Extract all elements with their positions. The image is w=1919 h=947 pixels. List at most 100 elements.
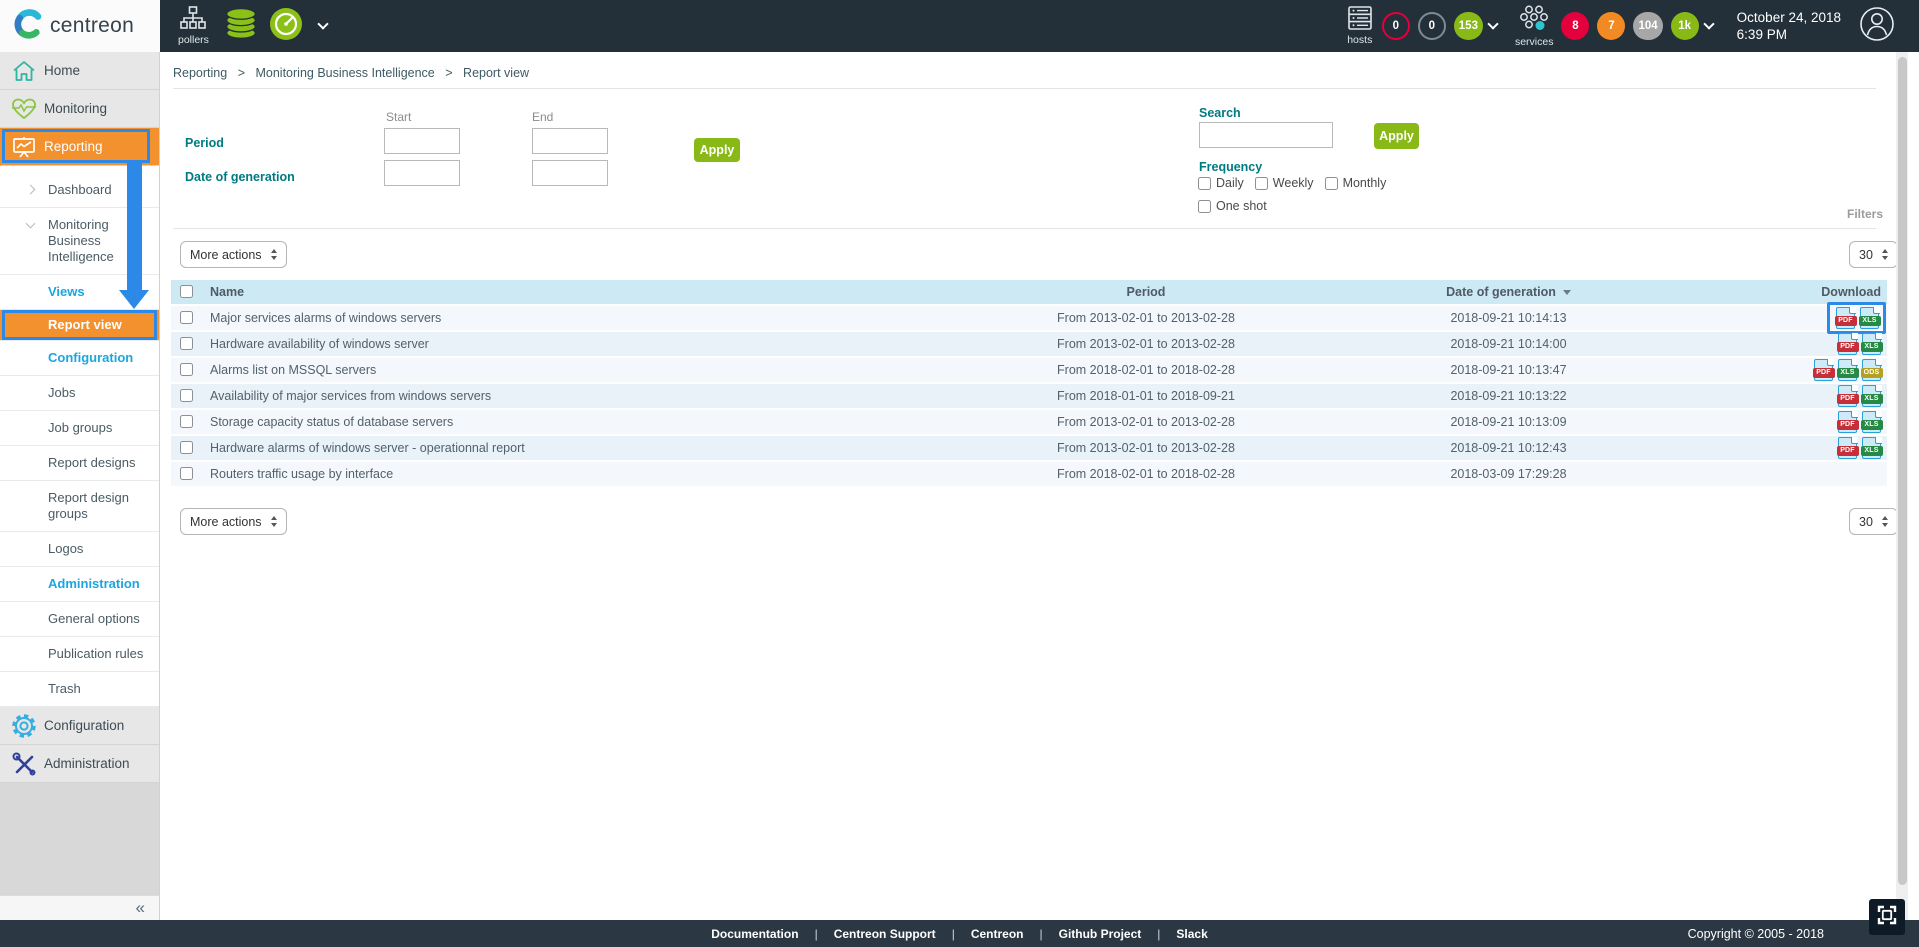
- checkbox-daily[interactable]: [1198, 176, 1211, 190]
- breadcrumb-reporting[interactable]: Reporting: [173, 66, 228, 80]
- checkbox-monthly[interactable]: [1324, 176, 1338, 190]
- pdf-download-icon[interactable]: PDF: [1834, 306, 1857, 329]
- select-all-checkbox[interactable]: [180, 285, 193, 298]
- service-status-badge[interactable]: 104: [1633, 12, 1663, 40]
- row-checkbox[interactable]: [180, 441, 193, 454]
- footer-link-centreon-support[interactable]: Centreon Support: [833, 926, 936, 941]
- sidebar-item-report-design-groups[interactable]: Report design groups: [0, 481, 159, 532]
- row-checkbox[interactable]: [180, 337, 193, 350]
- service-status-badge[interactable]: 1k: [1670, 12, 1699, 40]
- row-checkbox[interactable]: [180, 389, 193, 402]
- xls-download-icon[interactable]: XLS: [1860, 384, 1883, 407]
- sidebar-item-report-designs[interactable]: Report designs: [0, 446, 159, 481]
- checkbox-one-shot[interactable]: [1198, 199, 1211, 213]
- page-size-select-bottom[interactable]: 30: [1849, 508, 1898, 535]
- sidebar-item-jobs[interactable]: Jobs: [0, 376, 159, 411]
- column-header-generation[interactable]: Date of generation: [1426, 285, 1591, 299]
- chevron-down-icon[interactable]: [1703, 18, 1715, 30]
- page-size-select[interactable]: 30: [1849, 241, 1898, 268]
- footer-link-centreon[interactable]: Centreon: [970, 926, 1024, 941]
- sidebar-collapse-button[interactable]: «: [0, 895, 159, 920]
- sidebar-item-monitoring[interactable]: Monitoring: [0, 90, 159, 128]
- host-status-badge[interactable]: 153: [1453, 12, 1483, 40]
- apply-period-button[interactable]: Apply: [694, 138, 740, 162]
- reporting-submenu: Dashboard Monitoring Business Intelligenc…: [0, 166, 159, 707]
- brand[interactable]: centreon: [0, 0, 160, 52]
- pollers-menu[interactable]: pollers: [178, 6, 209, 46]
- xls-download-icon[interactable]: XLS: [1860, 410, 1883, 433]
- row-checkbox-cell: [171, 467, 205, 481]
- download-cell: PDF XLS: [1591, 302, 1887, 334]
- hosts-menu[interactable]: hosts: [1346, 6, 1374, 46]
- host-status-badge[interactable]: 0: [1417, 12, 1446, 40]
- sidebar-item-logos[interactable]: Logos: [0, 532, 159, 567]
- generation-start-input[interactable]: [384, 160, 460, 186]
- scrollbar-thumb[interactable]: [1897, 57, 1907, 885]
- xls-download-icon[interactable]: XLS: [1836, 358, 1859, 381]
- checkbox-weekly[interactable]: [1254, 176, 1268, 190]
- row-checkbox[interactable]: [180, 311, 193, 324]
- sidebar-item-job-groups[interactable]: Job groups: [0, 411, 159, 446]
- frequency-option-one-shot[interactable]: One shot: [1198, 199, 1267, 213]
- row-checkbox[interactable]: [180, 415, 193, 428]
- host-status-badge[interactable]: 0: [1381, 12, 1410, 40]
- row-checkbox[interactable]: [180, 363, 193, 376]
- service-status-badge[interactable]: 8: [1561, 12, 1590, 40]
- sidebar-item-label: Report designs: [48, 455, 136, 470]
- sidebar-item-configuration[interactable]: Configuration: [0, 707, 159, 745]
- footer-link-documentation[interactable]: Documentation: [711, 926, 799, 941]
- sidebar-item-administration[interactable]: Administration: [0, 567, 159, 602]
- sidebar-item-general-options[interactable]: General options: [0, 602, 159, 637]
- frequency-option-weekly[interactable]: Weekly: [1254, 176, 1314, 190]
- xls-download-icon[interactable]: XLS: [1860, 332, 1883, 355]
- sidebar-item-home[interactable]: Home: [0, 52, 159, 90]
- sidebar-item-trash[interactable]: Trash: [0, 672, 159, 707]
- pdf-download-icon[interactable]: PDF: [1836, 384, 1859, 407]
- period-end-input[interactable]: [532, 128, 608, 154]
- database-status-icon[interactable]: [223, 6, 259, 47]
- breadcrumb-mbi[interactable]: Monitoring Business Intelligence: [255, 66, 435, 80]
- sidebar-item-administration[interactable]: Administration: [0, 745, 159, 783]
- report-name: Hardware alarms of windows server - oper…: [210, 441, 525, 455]
- sidebar-item-report-view[interactable]: Report view: [0, 310, 159, 341]
- pdf-download-icon[interactable]: PDF: [1836, 332, 1859, 355]
- column-header-name[interactable]: Name: [210, 285, 245, 299]
- gauge-status-icon[interactable]: [269, 7, 303, 46]
- xls-download-icon[interactable]: XLS: [1860, 436, 1883, 459]
- sidebar-item-views[interactable]: Views: [0, 275, 159, 310]
- search-input[interactable]: [1199, 122, 1333, 148]
- sidebar-item-label: Reporting: [44, 139, 103, 154]
- more-actions-select[interactable]: More actions: [180, 241, 287, 268]
- more-actions-select-bottom[interactable]: More actions: [180, 508, 287, 535]
- download-cell: PDF XLS: [1591, 332, 1887, 355]
- chevron-down-icon[interactable]: [317, 18, 329, 30]
- column-header-period[interactable]: Period: [1126, 285, 1166, 299]
- frequency-option-daily[interactable]: Daily: [1198, 176, 1244, 190]
- frequency-option-monthly[interactable]: Monthly: [1324, 176, 1386, 190]
- period-start-input[interactable]: [384, 128, 460, 154]
- vertical-scrollbar[interactable]: [1896, 52, 1908, 920]
- sidebar-item-reporting[interactable]: Reporting: [0, 128, 159, 166]
- chevron-down-icon[interactable]: [1487, 18, 1499, 30]
- pdf-download-icon[interactable]: PDF: [1812, 358, 1835, 381]
- footer-link-github-project[interactable]: Github Project: [1058, 926, 1142, 941]
- apply-search-button[interactable]: Apply: [1374, 123, 1419, 149]
- generation-end-input[interactable]: [532, 160, 608, 186]
- user-profile-icon[interactable]: [1859, 6, 1895, 47]
- breadcrumb-report-view[interactable]: Report view: [463, 66, 530, 80]
- services-menu[interactable]: services: [1515, 5, 1553, 48]
- sidebar-item-dashboard[interactable]: Dashboard: [0, 173, 159, 208]
- xls-download-icon[interactable]: XLS: [1858, 306, 1881, 329]
- filters-toggle[interactable]: Filters: [1847, 207, 1884, 221]
- frequency-option-label: Weekly: [1272, 176, 1314, 190]
- pdf-download-icon[interactable]: PDF: [1836, 410, 1859, 433]
- sidebar-item-monitoring-business-intelligence[interactable]: Monitoring Business Intelligence: [0, 208, 159, 275]
- row-checkbox[interactable]: [180, 467, 193, 480]
- service-status-badge[interactable]: 7: [1597, 12, 1626, 40]
- ods-download-icon[interactable]: ODS: [1860, 358, 1883, 381]
- fullscreen-button[interactable]: [1869, 899, 1905, 935]
- sidebar-item-publication-rules[interactable]: Publication rules: [0, 637, 159, 672]
- pdf-download-icon[interactable]: PDF: [1836, 436, 1859, 459]
- sidebar-item-configuration[interactable]: Configuration: [0, 341, 159, 376]
- footer-link-slack[interactable]: Slack: [1176, 926, 1208, 941]
